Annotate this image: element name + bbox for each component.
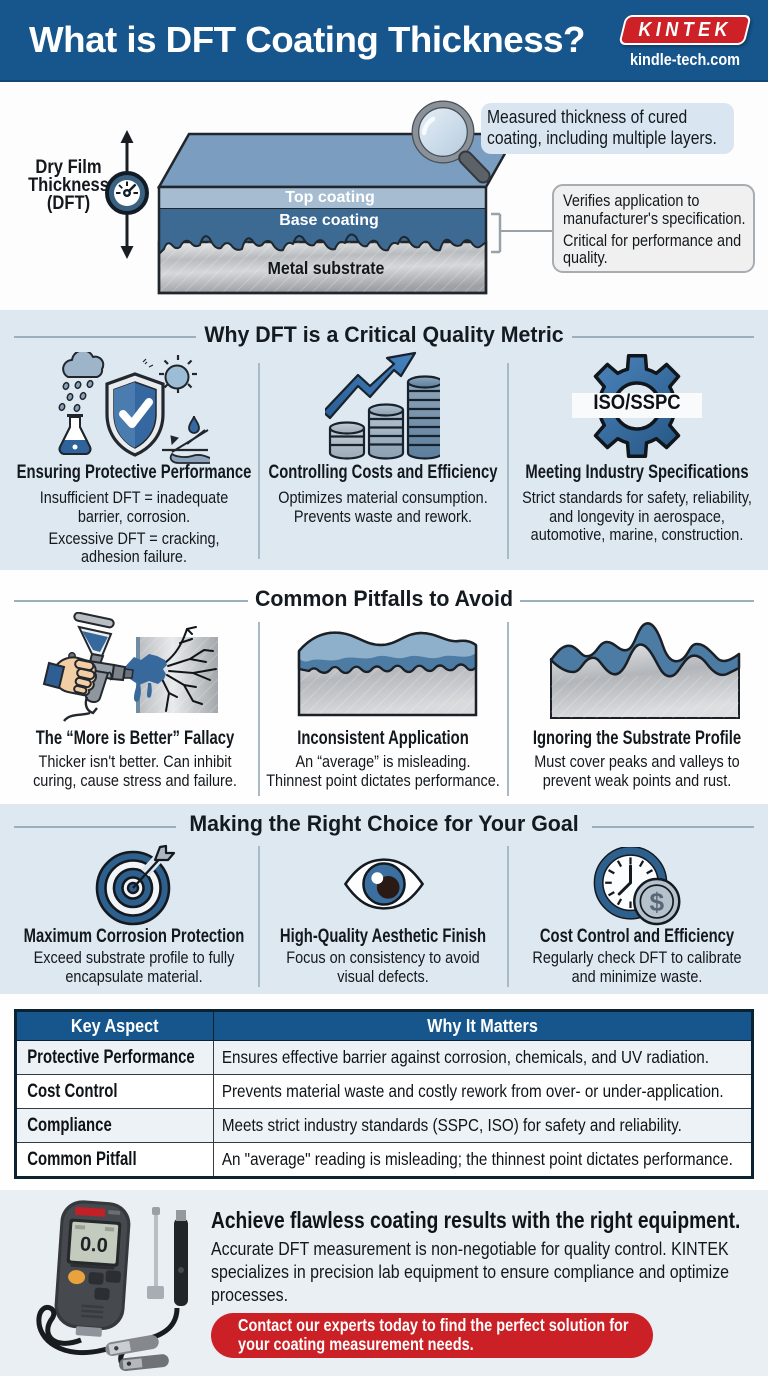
svg-text:$: $ — [649, 887, 664, 917]
svg-text:0.0: 0.0 — [79, 1233, 108, 1257]
